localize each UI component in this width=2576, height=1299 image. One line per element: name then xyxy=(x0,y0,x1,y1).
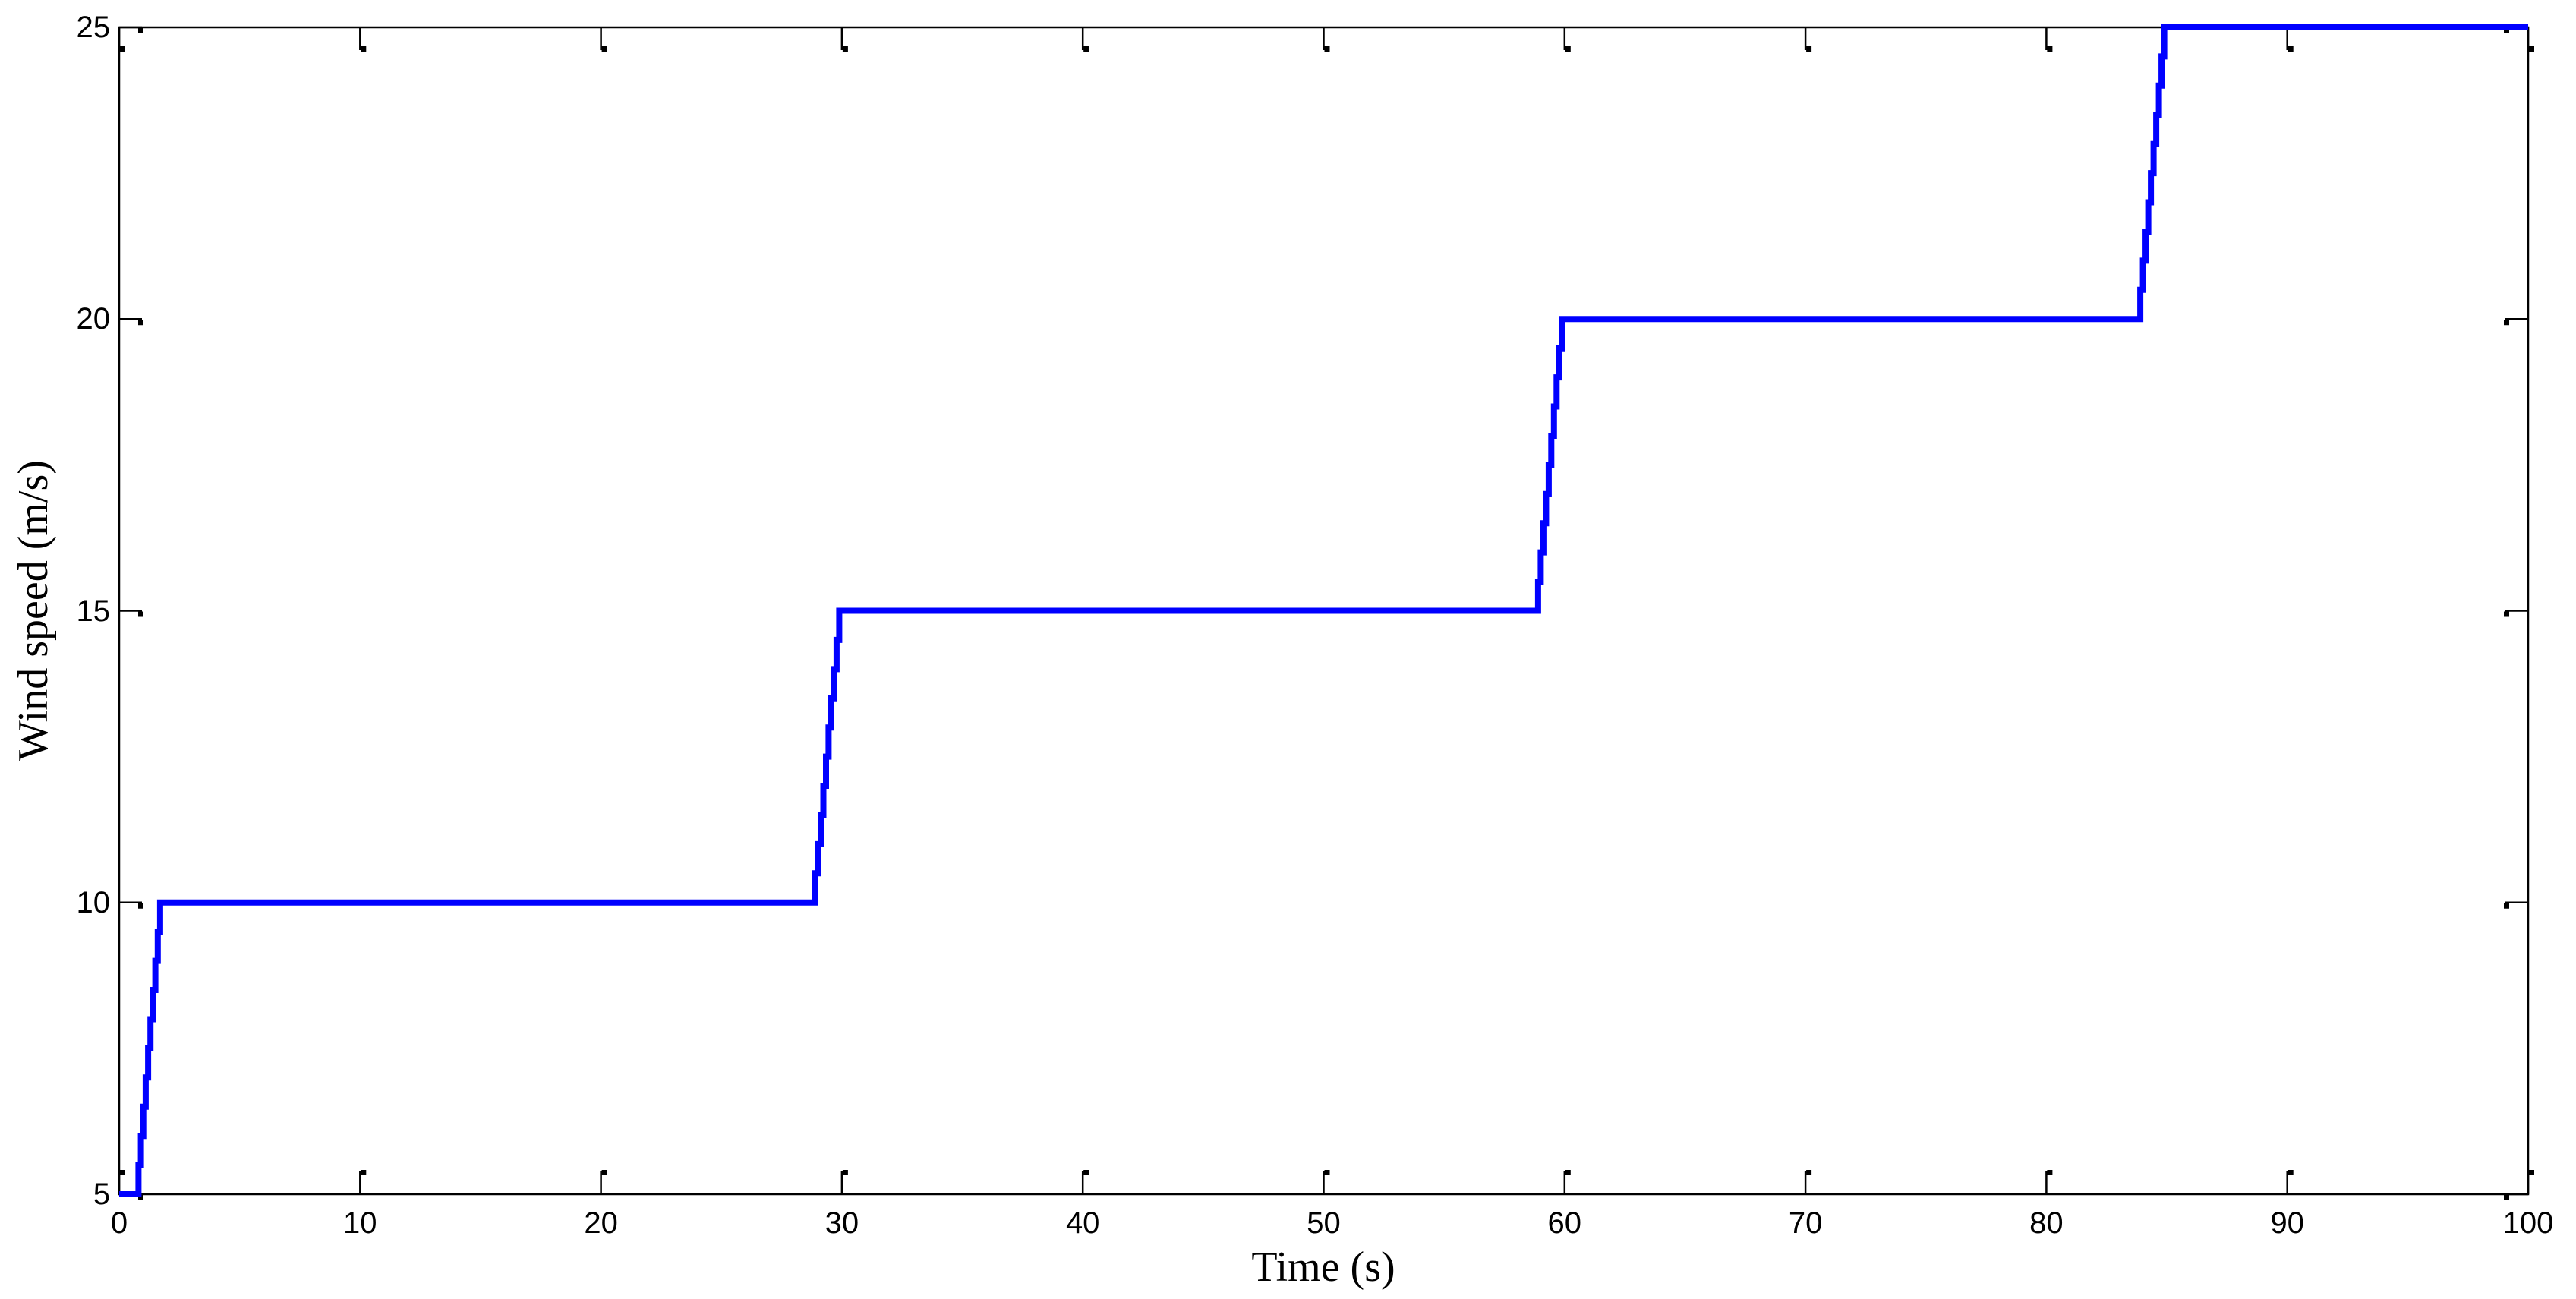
x-tick-top-serif xyxy=(120,46,125,52)
x-tick-label: 20 xyxy=(584,1206,618,1240)
x-tick-bottom-serif xyxy=(120,1170,125,1175)
y-tick-left-serif xyxy=(138,28,143,33)
x-tick-top-serif xyxy=(2047,46,2053,52)
x-axis-title: Time (s) xyxy=(1251,1244,1395,1291)
x-tick-top-serif xyxy=(361,46,367,52)
x-tick-top-serif xyxy=(842,46,848,52)
y-tick-left-serif xyxy=(138,1195,143,1200)
x-tick-bottom-serif xyxy=(1083,1170,1089,1175)
x-tick-top-serif xyxy=(601,46,607,52)
x-tick-label: 70 xyxy=(1788,1206,1823,1240)
y-tick-right-serif xyxy=(2504,903,2509,909)
y-tick-label: 5 xyxy=(93,1178,110,1211)
x-tick-label: 100 xyxy=(2502,1206,2554,1240)
x-tick-bottom-serif xyxy=(1324,1170,1330,1175)
y-tick-left-serif xyxy=(138,903,143,909)
x-tick-bottom-serif xyxy=(2288,1170,2294,1175)
y-tick-left-serif xyxy=(138,611,143,617)
x-tick-label: 30 xyxy=(825,1206,859,1240)
y-axis-title: Wind speed (m/s) xyxy=(10,460,57,761)
x-tick-top-serif xyxy=(1565,46,1571,52)
x-tick-bottom-serif xyxy=(1806,1170,1812,1175)
x-tick-top-serif xyxy=(2288,46,2294,52)
x-tick-label: 10 xyxy=(343,1206,377,1240)
x-tick-label: 60 xyxy=(1547,1206,1582,1240)
y-tick-label: 20 xyxy=(76,302,111,336)
y-tick-right-serif xyxy=(2504,28,2509,33)
y-tick-left-serif xyxy=(138,320,143,326)
y-tick-right-serif xyxy=(2504,611,2509,617)
x-tick-label: 50 xyxy=(1307,1206,1341,1240)
x-tick-bottom-serif xyxy=(361,1170,367,1175)
x-tick-label: 0 xyxy=(110,1206,128,1240)
x-tick-label: 40 xyxy=(1065,1206,1100,1240)
x-tick-bottom-serif xyxy=(2047,1170,2053,1175)
y-tick-right-serif xyxy=(2504,320,2509,326)
y-tick-label: 15 xyxy=(76,594,111,628)
x-tick-bottom-serif xyxy=(601,1170,607,1175)
y-tick-label: 10 xyxy=(76,885,111,919)
x-tick-bottom-serif xyxy=(842,1170,848,1175)
x-tick-top-serif xyxy=(1083,46,1089,52)
x-tick-top-serif xyxy=(1324,46,1330,52)
x-tick-bottom-serif xyxy=(1565,1170,1571,1175)
y-tick-right-serif xyxy=(2504,1195,2509,1200)
y-tick-label: 25 xyxy=(76,11,111,44)
x-tick-label: 80 xyxy=(2029,1206,2064,1240)
series-line-wind-speed xyxy=(119,24,2528,1197)
x-tick-label: 90 xyxy=(2270,1206,2304,1240)
x-tick-bottom-serif xyxy=(2529,1170,2534,1175)
x-tick-top-serif xyxy=(2529,46,2534,52)
x-tick-top-serif xyxy=(1806,46,1812,52)
